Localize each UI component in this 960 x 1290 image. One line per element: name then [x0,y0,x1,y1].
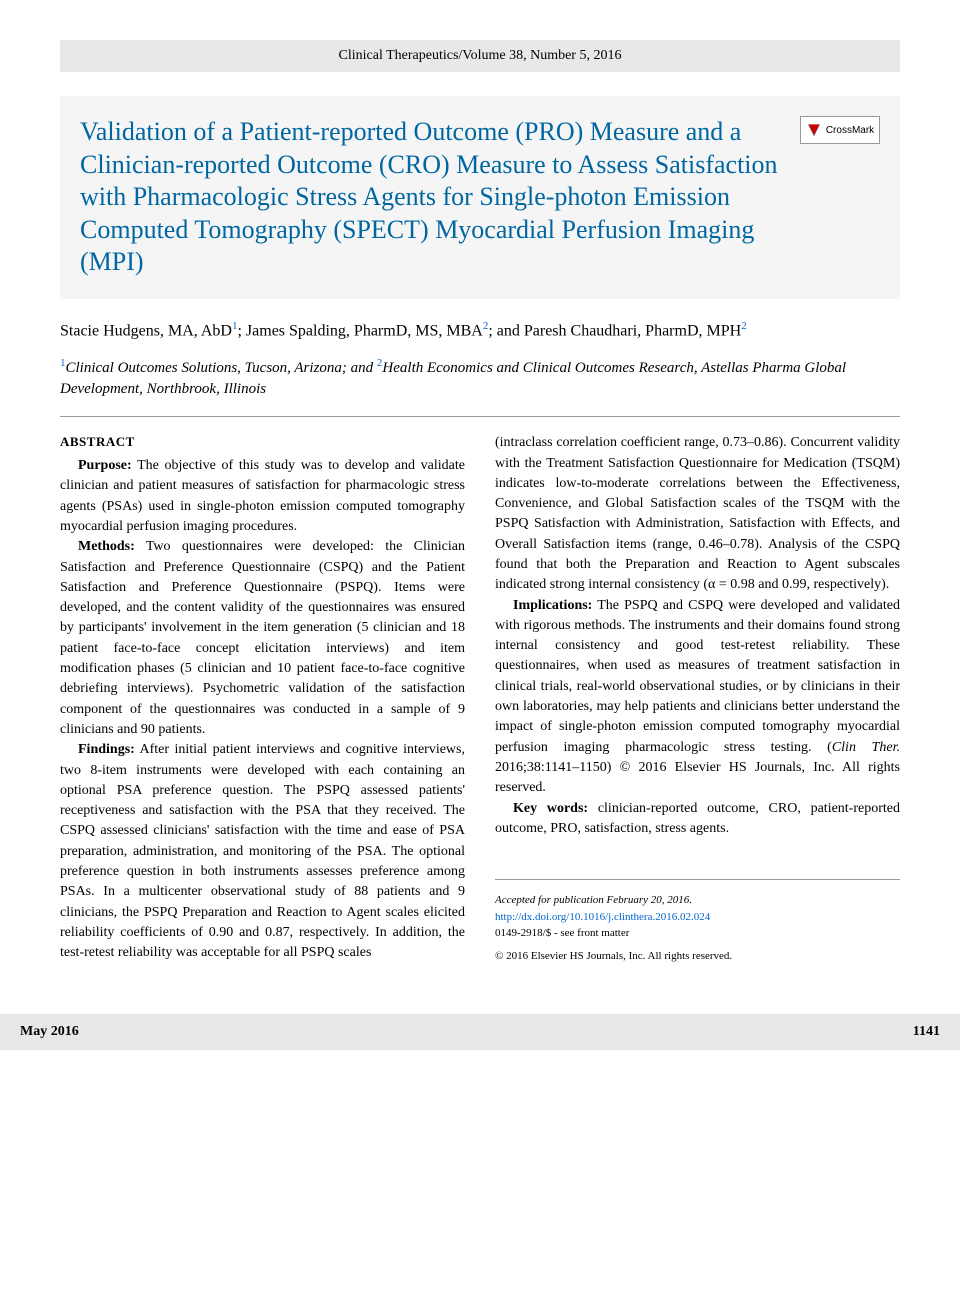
citation-italic: Clin Ther. [832,740,900,755]
authors-line: Stacie Hudgens, MA, AbD1; James Spalding… [60,319,900,343]
accepted-date: Accepted for publication February 20, 20… [495,892,900,909]
findings-text: After initial patient interviews and cog… [60,742,465,960]
affiliations: 1Clinical Outcomes Solutions, Tucson, Ar… [60,356,900,400]
footer-date: May 2016 [20,1024,79,1040]
implications-para: Implications: The PSPQ and CSPQ were dev… [495,596,900,799]
author-3-sup: 2 [741,320,747,332]
doi-link[interactable]: http://dx.doi.org/10.1016/j.clinthera.20… [495,909,900,926]
crossmark-icon [806,122,822,138]
purpose-label: Purpose: [78,458,132,473]
footer-divider [495,879,900,880]
page-footer: May 2016 1141 [0,1014,960,1050]
crossmark-badge[interactable]: CrossMark [800,116,880,144]
author-2-prefix: ; James Spalding, PharmD, MS, MBA [237,322,482,339]
abstract-heading: ABSTRACT [60,433,465,452]
findings-text-2: (intraclass correlation coefficient rang… [495,435,900,592]
author-1: Stacie Hudgens, MA, AbD [60,322,232,339]
implications-label: Implications: [513,598,592,613]
abstract-content: ABSTRACT Purpose: The objective of this … [60,433,900,964]
citation-rest: 2016;38:1141–1150) © 2016 Elsevier HS Jo… [495,760,900,795]
methods-label: Methods: [78,539,135,554]
methods-para: Methods: Two questionnaires were develop… [60,537,465,740]
divider-top [60,416,900,417]
findings-para: Findings: After initial patient intervie… [60,740,465,963]
methods-text: Two questionnaires were developed: the C… [60,539,465,737]
footer-page-number: 1141 [913,1024,940,1040]
journal-line: Clinical Therapeutics/Volume 38, Number … [339,48,622,63]
implications-text: The PSPQ and CSPQ were developed and val… [495,598,900,755]
purpose-para: Purpose: The objective of this study was… [60,456,465,537]
keywords-para: Key words: clinician-reported outcome, C… [495,799,900,840]
findings-label: Findings: [78,742,135,757]
article-title: Validation of a Patient-reported Outcome… [80,116,880,279]
footer-info: Accepted for publication February 20, 20… [495,892,900,964]
keywords-label: Key words: [513,801,588,816]
title-section: CrossMark Validation of a Patient-report… [60,96,900,299]
author-3-prefix: ; and Paresh Chaudhari, PharmD, MPH [488,322,741,339]
findings-para-2: (intraclass correlation coefficient rang… [495,433,900,595]
affil-text-1: Clinical Outcomes Solutions, Tucson, Ari… [66,360,377,376]
copyright-line: © 2016 Elsevier HS Journals, Inc. All ri… [495,948,900,965]
issn-line: 0149-2918/$ - see front matter [495,925,900,942]
crossmark-label: CrossMark [826,125,874,136]
journal-header: Clinical Therapeutics/Volume 38, Number … [60,40,900,72]
